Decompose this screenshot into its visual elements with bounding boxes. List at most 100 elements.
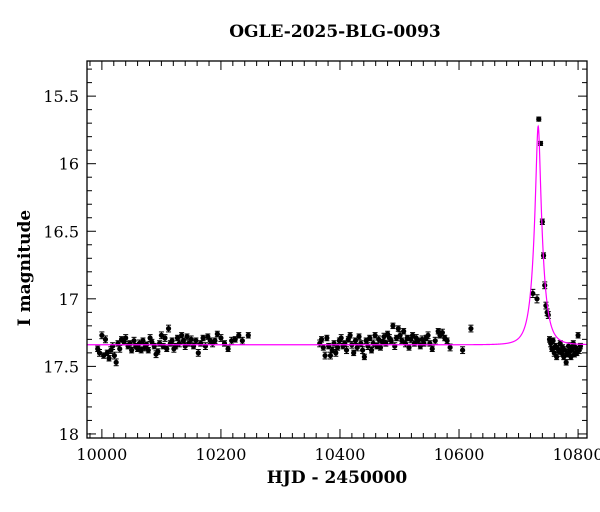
axis-ticks: [87, 61, 587, 438]
x-tick-label: 10200: [195, 445, 246, 464]
data-point: [106, 355, 112, 361]
data-point: [397, 332, 403, 338]
data-point: [415, 338, 421, 344]
data-point: [558, 350, 565, 356]
data-point: [324, 335, 330, 341]
data-point: [99, 332, 105, 338]
y-tick-labels: 15.5 16 16.5 17 17.5 18: [43, 87, 79, 444]
data-point: [444, 338, 450, 344]
data-point: [318, 336, 325, 342]
data-point: [188, 336, 194, 342]
y-tick-label: 18: [59, 425, 79, 444]
data-point: [145, 347, 151, 353]
data-point: [95, 346, 101, 352]
data-point: [138, 347, 144, 353]
data-point: [359, 347, 366, 353]
y-tick-label: 17.5: [43, 357, 79, 376]
x-tick-label: 10000: [76, 445, 127, 464]
data-point: [180, 338, 187, 344]
data-point: [347, 332, 353, 338]
data-point: [149, 339, 155, 345]
data-point: [354, 344, 360, 351]
data-point: [214, 331, 220, 337]
data-point: [147, 335, 153, 341]
data-point: [459, 347, 466, 353]
data-point: [239, 338, 245, 344]
data-point: [218, 335, 224, 341]
data-point: [565, 343, 572, 349]
data-point: [165, 325, 172, 332]
data-point: [419, 336, 425, 342]
data-point: [406, 344, 412, 351]
y-tick-label: 15.5: [43, 87, 79, 106]
data-point: [179, 332, 185, 338]
data-point: [575, 332, 581, 338]
data-point: [352, 338, 359, 344]
model-curve: [87, 124, 588, 346]
data-point: [174, 335, 181, 341]
data-point: [327, 352, 334, 359]
data-point: [562, 347, 568, 353]
data-point: [113, 359, 119, 365]
data-point: [409, 332, 416, 338]
data-point: [432, 338, 438, 344]
data-point: [408, 336, 414, 342]
data-point: [195, 350, 201, 356]
data-point: [131, 338, 137, 344]
data-point: [164, 346, 170, 352]
x-tick-label: 10400: [315, 445, 366, 464]
data-point: [573, 344, 579, 351]
data-point: [333, 350, 339, 356]
data-point: [212, 338, 218, 344]
data-point: [550, 338, 556, 344]
data-point: [322, 352, 328, 359]
data-point: [381, 334, 387, 340]
data-point: [111, 352, 117, 359]
data-point: [367, 335, 373, 341]
data-point: [395, 325, 401, 332]
data-point: [101, 352, 107, 359]
data-point: [245, 332, 251, 338]
data-point: [200, 335, 206, 341]
data-point: [390, 323, 396, 329]
data-point: [351, 350, 357, 356]
data-point: [377, 344, 384, 351]
data-point: [102, 336, 109, 342]
data-point: [123, 335, 129, 341]
chart-title: OGLE-2025-BLG-0093: [229, 22, 441, 42]
data-point: [193, 338, 199, 344]
data-point: [338, 335, 344, 341]
data-point: [140, 338, 146, 344]
data-point: [549, 346, 555, 352]
data-point: [576, 347, 582, 353]
data-point: [232, 336, 238, 342]
x-axis-label: HJD - 2450000: [266, 468, 408, 488]
data-point: [401, 328, 407, 334]
data-point: [320, 344, 326, 351]
data-point: [345, 336, 351, 342]
data-point: [363, 338, 369, 344]
data-point: [536, 116, 542, 122]
x-tick-label: 10600: [434, 445, 485, 464]
data-point: [439, 330, 445, 336]
data-point: [334, 344, 341, 351]
data-point: [356, 334, 362, 340]
data-point: [184, 334, 190, 340]
data-point: [388, 338, 394, 344]
data-point: [162, 335, 168, 341]
x-tick-label: 10800: [553, 445, 600, 464]
data-point: [104, 350, 110, 356]
data-point: [557, 340, 563, 347]
data-point: [329, 347, 335, 353]
data-point: [435, 328, 441, 334]
data-point: [117, 346, 123, 352]
data-point: [225, 346, 231, 352]
data-point: [384, 331, 391, 337]
data-point: [236, 332, 242, 338]
data-point: [158, 332, 165, 338]
data-point: [534, 296, 540, 302]
plot-frame: [86, 60, 588, 439]
data-point: [568, 354, 574, 360]
data-point: [468, 325, 474, 332]
x-tick-labels: 10000 10200 10400 10600 10800: [76, 445, 600, 464]
